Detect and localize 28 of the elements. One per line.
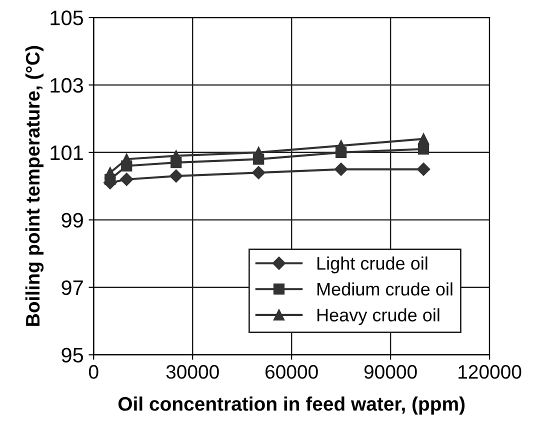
y-tick-label: 97 — [62, 280, 83, 296]
point — [418, 143, 430, 155]
legend-label: Heavy crude oil — [317, 308, 440, 326]
point — [170, 150, 182, 162]
point — [334, 162, 348, 176]
x-tick-label: 90000 — [364, 365, 417, 379]
point — [170, 169, 183, 183]
y-tick-label: 99 — [62, 212, 83, 228]
y-axis-title: Boiling point temperature, (°C) — [25, 46, 44, 326]
y-tick-label: 95 — [62, 348, 84, 363]
point — [252, 166, 266, 180]
y-tick-label: 105 — [50, 10, 84, 26]
point — [120, 172, 134, 186]
legend-label: Medium crude oil — [317, 282, 452, 296]
x-axis-title: Oil concentration in feed water, (ppm) — [118, 396, 465, 415]
point — [416, 162, 430, 176]
x-tick-label: 30000 — [166, 365, 219, 379]
point — [418, 133, 430, 144]
point — [121, 154, 132, 165]
y-tick-label: 101 — [50, 145, 83, 160]
x-tick-label: 0 — [88, 365, 98, 379]
point — [253, 146, 264, 158]
point — [104, 167, 116, 178]
point — [336, 140, 347, 152]
x-tick-label: 60000 — [266, 365, 318, 379]
y-tick-label: 103 — [50, 78, 83, 93]
legend-label: Light crude oil — [317, 256, 428, 274]
x-tick-label: 120000 — [458, 365, 522, 379]
